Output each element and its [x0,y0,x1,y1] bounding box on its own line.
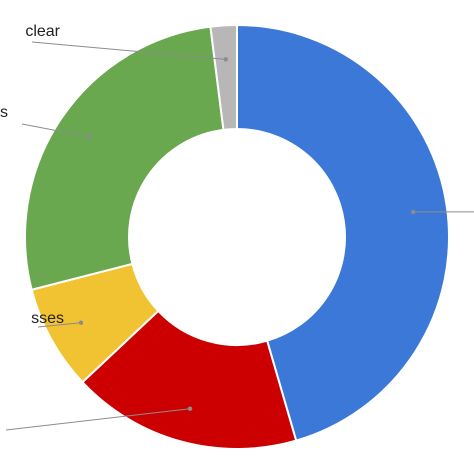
leader-line-1 [5,408,191,431]
donut-slice-3 [24,25,225,291]
slice-label-4: clear [25,23,60,40]
slice-label-2: sses [31,310,64,327]
slice-label-3: s [0,104,8,121]
leader-line-4 [31,41,226,60]
labels-group: sses s clear [0,23,474,431]
leader-dot-3 [87,134,92,140]
leader-line-3 [21,123,90,138]
slices-group [24,23,450,450]
leader-dot-0 [411,209,416,215]
leader-line-2 [37,322,82,328]
donut-slice-0 [236,23,450,442]
donut-slice-4 [209,23,238,131]
leader-dot-2 [78,320,84,325]
